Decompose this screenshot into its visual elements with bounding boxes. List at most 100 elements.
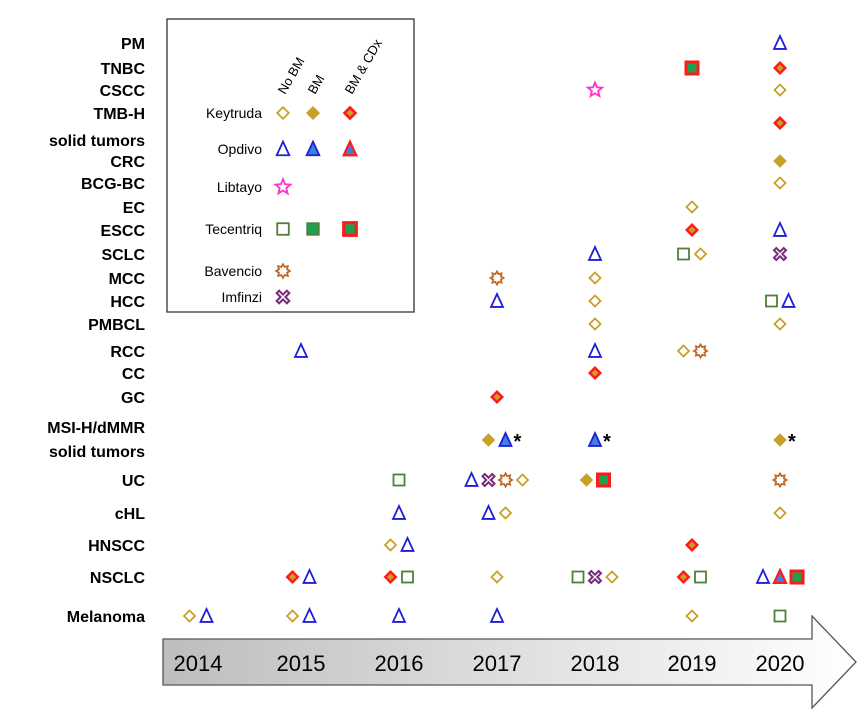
indication-label-tnbc: TNBC [101,61,146,78]
imfinzi-nobm-marker [772,246,788,262]
bavencio-nobm-marker [497,471,514,489]
opdivo-nobm-marker [391,503,407,520]
keytruda-nobm-marker [685,609,699,623]
keytruda-nobm-marker [588,294,602,308]
libtayo-nobm-marker [585,80,605,99]
year-axis-labels: 2014 2015 2016 2017 2018 2019 2020 [174,651,805,676]
tecentriq-nobm-marker [571,570,585,584]
tecentriq-cdx-marker [789,569,805,585]
legend-drug-opdivo: Opdivo [218,141,263,157]
keytruda-cdx-marker [342,105,358,121]
indication-label-msi: solid tumors [49,444,145,461]
indication-label-sclc: SCLC [101,247,145,264]
tecentriq-cdx-marker [342,221,358,237]
year-label-2018: 2018 [571,651,620,676]
tecentriq-nobm-marker [401,570,414,584]
keytruda-cdx-marker [490,390,504,404]
keytruda-nobm-marker [498,506,513,520]
indication-label-hnscc: HNSCC [88,538,145,555]
libtayo-nobm-marker [273,176,293,196]
indication-labels: PM TNBC CSCC TMB-H solid tumors CRC BCG-BC EC ES… [47,36,145,626]
opdivo-nobm-marker [481,503,496,520]
indication-label-bcgbc: BCG-BC [81,176,145,193]
indication-label-tmbh: solid tumors [49,133,145,150]
keytruda-bm-marker [481,433,496,447]
year-label-2014: 2014 [174,651,223,676]
keytruda-nobm-marker [588,271,602,285]
keytruda-cdx-marker [588,366,602,380]
legend-drug-tecentriq: Tecentriq [205,221,262,237]
year-label-2017: 2017 [473,651,522,676]
opdivo-cdx-marker [772,567,788,585]
keytruda-nobm-marker [515,473,530,487]
keytruda-cdx-marker [676,570,691,584]
keytruda-nobm-marker [773,176,787,190]
opdivo-nobm-marker [781,291,796,308]
legend-box [166,18,415,313]
year-label-2016: 2016 [375,651,424,676]
year-axis-arrow [162,614,857,710]
bavencio-nobm-marker [274,262,292,280]
tecentriq-nobm-marker [392,473,406,487]
indication-label-pm: PM [121,36,145,53]
imfinzi-nobm-marker [275,289,291,305]
indication-label-mcc: MCC [109,271,146,288]
opdivo-cdx-marker [341,139,359,157]
approval-note-asterisk: * [514,431,522,453]
opdivo-nobm-marker [587,341,603,358]
opdivo-nobm-marker [587,244,603,261]
indication-label-melanoma: Melanoma [67,609,145,626]
tecentriq-cdx-marker [596,472,611,488]
keytruda-nobm-marker [773,506,787,520]
tecentriq-nobm-marker [677,247,690,261]
keytruda-bm-marker [579,473,594,487]
keytruda-cdx-marker [685,538,699,552]
opdivo-nobm-marker [772,220,788,237]
opdivo-bm-marker [587,430,603,447]
imfinzi-nobm-marker [481,472,496,488]
indication-label-chl: cHL [115,506,145,523]
indication-label-cscc: CSCC [100,83,146,100]
keytruda-nobm-marker [676,344,691,358]
bavencio-nobm-marker [692,342,709,360]
keytruda-cdx-marker [773,116,787,130]
year-label-2020: 2020 [756,651,805,676]
keytruda-nobm-marker [285,609,300,623]
year-label-2019: 2019 [668,651,717,676]
indication-label-pmbcl: PMBCL [88,317,145,334]
keytruda-cdx-marker [285,570,300,584]
opdivo-nobm-marker [391,606,407,623]
opdivo-nobm-marker [755,567,771,584]
keytruda-nobm-marker [490,570,504,584]
tecentriq-nobm-marker [773,609,787,623]
indication-label-crc: CRC [110,154,145,171]
tecentriq-nobm-marker [765,294,778,308]
keytruda-cdx-marker [685,223,699,237]
keytruda-bm-marker [773,433,787,447]
bavencio-nobm-marker [771,471,789,489]
keytruda-bm-marker [305,105,321,121]
opdivo-bm-marker [498,430,513,447]
approval-note-asterisk: * [788,431,796,453]
opdivo-nobm-marker [772,33,788,50]
approval-note-asterisk: * [603,431,611,453]
keytruda-nobm-marker [605,570,619,584]
tecentriq-nobm-marker [694,570,707,584]
timeline-arrow-shape [162,614,857,710]
keytruda-cdx-marker [383,570,398,584]
opdivo-nobm-marker [302,606,317,623]
indication-label-hcc: HCC [110,294,145,311]
imfinzi-nobm-marker [587,569,603,585]
tecentriq-nobm-marker [276,222,290,236]
indication-label-rcc: RCC [110,344,145,361]
opdivo-nobm-marker [400,535,415,552]
indication-label-cc: CC [122,366,146,383]
opdivo-nobm-marker [489,606,505,623]
indication-label-msi: MSI-H/dMMR [47,420,145,437]
opdivo-nobm-marker [489,291,505,308]
opdivo-bm-marker [305,139,321,157]
keytruda-nobm-marker [182,609,197,623]
bavencio-nobm-marker [488,269,506,287]
keytruda-nobm-marker [275,105,291,121]
